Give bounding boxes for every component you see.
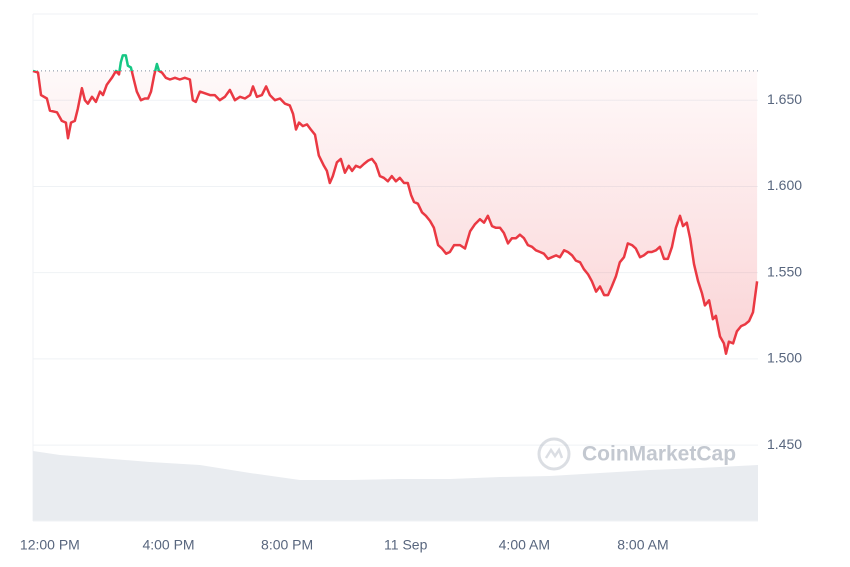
volume-area — [33, 451, 758, 521]
watermark-logo — [537, 437, 571, 471]
y-tick-label: 1.500 — [767, 350, 802, 366]
x-tick-label: 8:00 AM — [617, 537, 668, 553]
x-tick-label: 8:00 PM — [261, 537, 313, 553]
price-line — [32, 54, 759, 355]
y-tick-label: 1.650 — [767, 91, 802, 107]
x-tick-label: 4:00 AM — [499, 537, 550, 553]
watermark: CoinMarketCap — [582, 443, 736, 466]
y-tick-label: 1.600 — [767, 177, 802, 193]
y-tick-label: 1.450 — [767, 436, 802, 452]
y-tick-label: 1.550 — [767, 263, 802, 279]
x-tick-label: 11 Sep — [384, 537, 428, 553]
x-tick-label: 4:00 PM — [142, 537, 194, 553]
x-tick-label: 12:00 PM — [20, 537, 80, 553]
price-area — [33, 70, 758, 354]
